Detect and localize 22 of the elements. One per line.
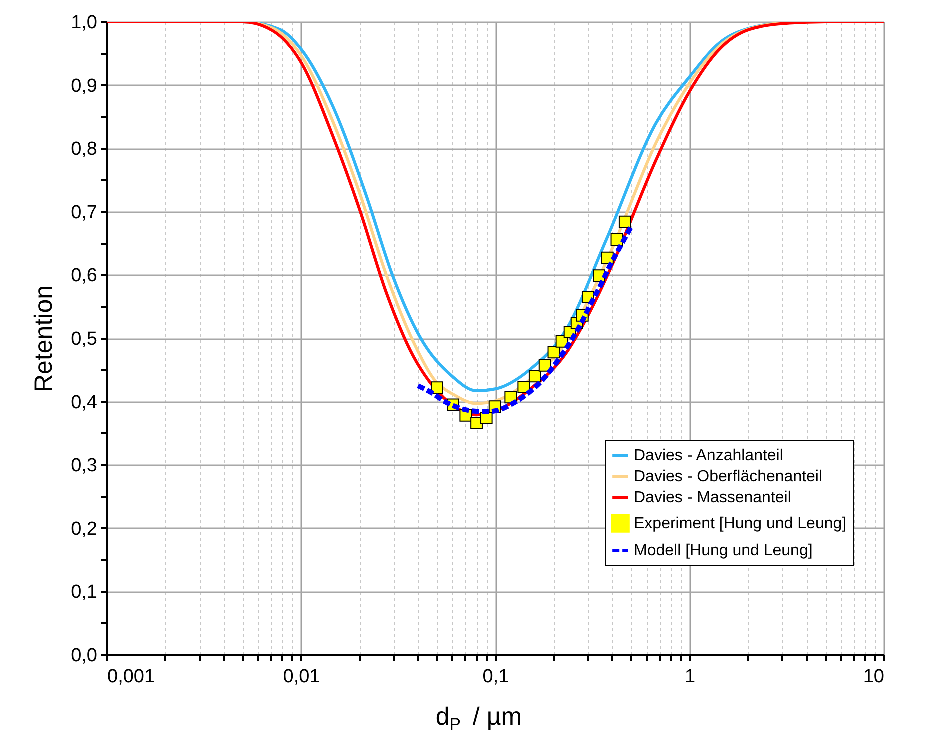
y-axis-title: Retention <box>30 285 58 393</box>
y-tick-label: 0,7 <box>71 202 98 224</box>
y-tick-label: 1,0 <box>71 12 98 34</box>
x-tick-label: 10 <box>863 666 884 688</box>
x-tick-label: 0,01 <box>283 666 320 688</box>
y-tick-label: 0,6 <box>71 266 98 287</box>
x-tick-label: 0,001 <box>108 666 156 688</box>
y-tick-label: 0,3 <box>71 456 98 477</box>
y-tick-label: 0,4 <box>71 392 98 414</box>
x-tick-label: 0,1 <box>482 666 510 688</box>
legend-label: Davies - Anzahlanteil <box>634 448 784 464</box>
y-tick-label: 0,0 <box>71 646 98 666</box>
y-tick-label: 0,8 <box>71 139 98 160</box>
y-tick-label: 0,1 <box>71 582 98 604</box>
y-tick-label: 0,2 <box>71 518 98 540</box>
y-tick-label: 0,9 <box>71 76 98 97</box>
y-tick-label: 0,5 <box>71 329 98 350</box>
legend-label: Modell [Hung und Leung] <box>634 542 813 560</box>
legend-label: Davies - Oberflächenanteil <box>634 468 823 486</box>
legend-label: Davies - Massenanteil <box>634 490 792 506</box>
legend-label: Experiment [Hung und Leung] <box>634 516 847 532</box>
x-tick-label: 1 <box>684 666 696 688</box>
